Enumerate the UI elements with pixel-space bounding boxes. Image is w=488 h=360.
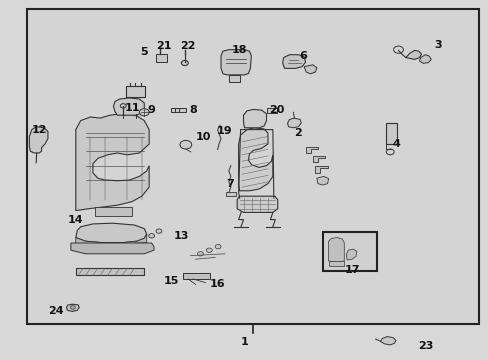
Text: 4: 4	[391, 139, 399, 149]
Text: 13: 13	[173, 231, 188, 241]
Text: 24: 24	[48, 306, 64, 316]
Polygon shape	[29, 127, 48, 153]
Text: 17: 17	[344, 265, 359, 275]
Text: 22: 22	[180, 41, 196, 51]
Bar	[225, 192, 235, 196]
Circle shape	[70, 306, 75, 309]
Circle shape	[197, 252, 203, 256]
Circle shape	[148, 234, 154, 238]
Text: 8: 8	[189, 105, 197, 115]
Text: 20: 20	[268, 105, 284, 115]
Circle shape	[139, 109, 149, 116]
Text: 10: 10	[195, 132, 210, 142]
Circle shape	[180, 140, 191, 149]
Bar	[322, 232, 376, 271]
Bar	[95, 207, 132, 216]
Bar	[156, 54, 167, 62]
Polygon shape	[328, 238, 344, 262]
Polygon shape	[238, 128, 272, 191]
Polygon shape	[316, 176, 328, 185]
Text: 2: 2	[294, 128, 302, 138]
Polygon shape	[419, 55, 430, 63]
Bar	[328, 261, 344, 266]
Circle shape	[215, 244, 221, 249]
Polygon shape	[282, 55, 305, 68]
Text: 23: 23	[417, 341, 432, 351]
Polygon shape	[113, 98, 144, 115]
Text: 12: 12	[31, 125, 47, 135]
Text: 15: 15	[163, 276, 179, 286]
Text: 3: 3	[433, 40, 441, 50]
Text: 21: 21	[156, 41, 171, 51]
Bar	[386, 123, 396, 144]
Text: 7: 7	[225, 179, 233, 189]
Polygon shape	[305, 147, 317, 153]
Polygon shape	[66, 304, 79, 311]
Bar	[228, 75, 239, 82]
Bar	[76, 268, 144, 275]
Bar	[171, 108, 185, 112]
Bar	[183, 273, 210, 279]
Bar	[126, 86, 144, 97]
Text: 6: 6	[299, 51, 306, 61]
Polygon shape	[304, 65, 316, 74]
Text: 11: 11	[124, 103, 140, 113]
Polygon shape	[76, 234, 146, 247]
Text: 14: 14	[68, 215, 83, 225]
Polygon shape	[346, 249, 356, 260]
Polygon shape	[71, 243, 154, 254]
Polygon shape	[315, 166, 327, 173]
Polygon shape	[312, 156, 325, 162]
Polygon shape	[380, 337, 395, 345]
Circle shape	[181, 60, 188, 66]
Circle shape	[120, 104, 126, 108]
Polygon shape	[76, 223, 146, 243]
Polygon shape	[221, 50, 251, 75]
Circle shape	[206, 248, 212, 252]
Text: 1: 1	[240, 337, 248, 347]
Circle shape	[156, 229, 162, 233]
Text: 9: 9	[147, 105, 155, 115]
Polygon shape	[243, 109, 266, 128]
Polygon shape	[287, 118, 301, 128]
Text: 5: 5	[140, 47, 148, 57]
Text: 16: 16	[209, 279, 225, 289]
Text: 18: 18	[231, 45, 247, 55]
Polygon shape	[237, 196, 277, 212]
Polygon shape	[405, 50, 421, 59]
Polygon shape	[76, 113, 149, 211]
Bar	[27, 9, 478, 324]
Bar	[266, 108, 277, 113]
Text: 19: 19	[217, 126, 232, 136]
